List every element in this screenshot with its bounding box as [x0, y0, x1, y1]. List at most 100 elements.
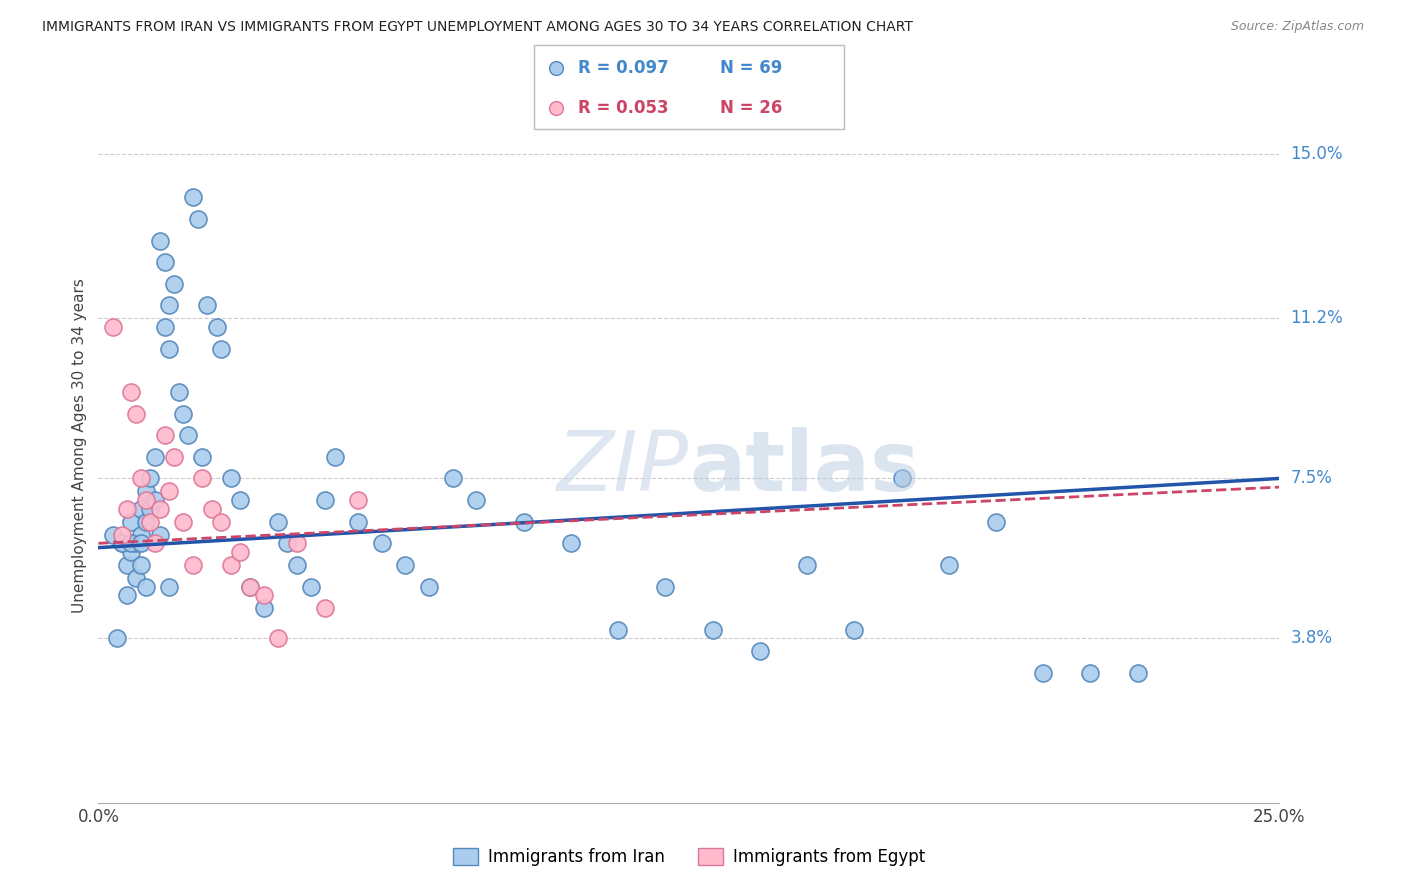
Point: [187, 211, 209, 226]
Point: [153, 428, 176, 442]
Point: [512, 515, 534, 529]
Text: N = 69: N = 69: [720, 60, 782, 78]
Point: [347, 493, 370, 508]
Point: [121, 384, 143, 399]
Point: [139, 515, 162, 529]
Point: [191, 450, 214, 464]
Point: [149, 501, 172, 516]
Point: [285, 536, 308, 550]
Text: 11.2%: 11.2%: [1291, 310, 1343, 327]
Y-axis label: Unemployment Among Ages 30 to 34 years: Unemployment Among Ages 30 to 34 years: [72, 278, 87, 614]
Point: [153, 255, 176, 269]
Point: [111, 536, 134, 550]
Point: [115, 501, 138, 516]
Point: [163, 277, 186, 291]
Point: [890, 471, 912, 485]
Point: [465, 493, 488, 508]
Point: [143, 493, 166, 508]
Point: [157, 298, 180, 312]
Point: [172, 407, 194, 421]
Point: [323, 450, 346, 464]
Point: [267, 515, 290, 529]
Point: [418, 580, 440, 594]
Point: [299, 580, 322, 594]
Point: [314, 601, 336, 615]
Point: [285, 558, 308, 572]
Point: [394, 558, 416, 572]
Point: [115, 588, 138, 602]
Point: [938, 558, 960, 572]
Point: [129, 527, 152, 541]
Text: IMMIGRANTS FROM IRAN VS IMMIGRANTS FROM EGYPT UNEMPLOYMENT AMONG AGES 30 TO 34 Y: IMMIGRANTS FROM IRAN VS IMMIGRANTS FROM …: [42, 20, 912, 34]
Point: [1126, 666, 1149, 681]
Text: 7.5%: 7.5%: [1291, 469, 1333, 487]
Point: [139, 501, 162, 516]
Point: [253, 588, 276, 602]
FancyBboxPatch shape: [534, 45, 844, 129]
Point: [1080, 666, 1102, 681]
Point: [560, 536, 582, 550]
Point: [121, 515, 143, 529]
Point: [544, 101, 567, 115]
Point: [181, 190, 204, 204]
Point: [101, 320, 124, 334]
Point: [748, 644, 770, 658]
Point: [844, 623, 866, 637]
Point: [371, 536, 394, 550]
Point: [219, 471, 242, 485]
Point: [209, 342, 232, 356]
Point: [219, 558, 242, 572]
Point: [181, 558, 204, 572]
Point: [239, 580, 262, 594]
Point: [153, 320, 176, 334]
Point: [347, 515, 370, 529]
Point: [157, 342, 180, 356]
Point: [125, 407, 148, 421]
Point: [167, 384, 190, 399]
Point: [121, 536, 143, 550]
Point: [163, 450, 186, 464]
Point: [135, 484, 157, 499]
Text: R = 0.097: R = 0.097: [578, 60, 668, 78]
Point: [139, 471, 162, 485]
Point: [239, 580, 262, 594]
Point: [201, 501, 224, 516]
Text: N = 26: N = 26: [720, 99, 782, 117]
Point: [209, 515, 232, 529]
Text: ZIP: ZIP: [557, 427, 689, 508]
Point: [177, 428, 200, 442]
Point: [115, 558, 138, 572]
Text: R = 0.053: R = 0.053: [578, 99, 668, 117]
Point: [149, 527, 172, 541]
Point: [111, 536, 134, 550]
Point: [702, 623, 724, 637]
Point: [111, 527, 134, 541]
Point: [441, 471, 464, 485]
Point: [143, 450, 166, 464]
Point: [276, 536, 298, 550]
Point: [229, 493, 252, 508]
Point: [314, 493, 336, 508]
Point: [796, 558, 818, 572]
Point: [129, 558, 152, 572]
Point: [984, 515, 1007, 529]
Point: [149, 234, 172, 248]
Point: [229, 545, 252, 559]
Point: [253, 601, 276, 615]
Text: 15.0%: 15.0%: [1291, 145, 1343, 163]
Point: [143, 536, 166, 550]
Point: [195, 298, 218, 312]
Point: [129, 536, 152, 550]
Legend: Immigrants from Iran, Immigrants from Egypt: Immigrants from Iran, Immigrants from Eg…: [446, 841, 932, 873]
Text: Source: ZipAtlas.com: Source: ZipAtlas.com: [1230, 20, 1364, 33]
Point: [607, 623, 630, 637]
Point: [157, 484, 180, 499]
Point: [135, 515, 157, 529]
Point: [135, 493, 157, 508]
Point: [544, 62, 567, 76]
Point: [105, 632, 128, 646]
Point: [135, 580, 157, 594]
Point: [267, 632, 290, 646]
Text: 3.8%: 3.8%: [1291, 630, 1333, 648]
Point: [157, 580, 180, 594]
